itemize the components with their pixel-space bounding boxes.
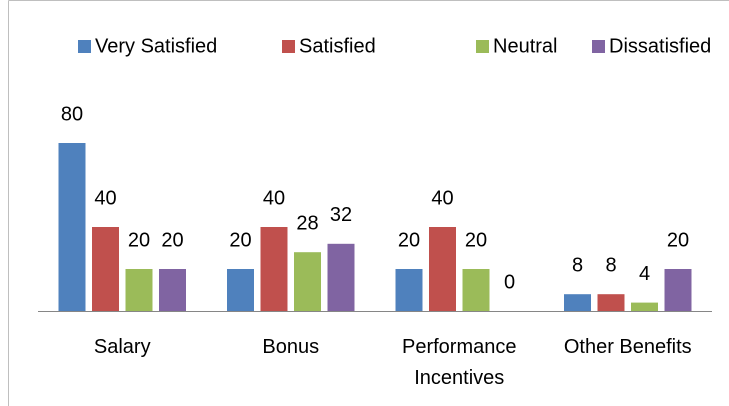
bar [327, 243, 355, 311]
bar [429, 227, 456, 311]
value-label: 20 [667, 229, 689, 251]
x-tick-label: Salary [93, 336, 151, 358]
x-tick-label: Bonus [262, 336, 320, 358]
value-label: 20 [229, 229, 251, 251]
bar [395, 269, 423, 311]
value-label: 0 [504, 271, 515, 293]
bar [294, 252, 321, 311]
bar [462, 269, 490, 311]
legend-label: Satisfied [299, 35, 376, 57]
value-label: 8 [572, 254, 583, 276]
bar [631, 302, 658, 311]
legend-swatch [78, 40, 91, 53]
value-label: 8 [605, 254, 616, 276]
legend-swatch [282, 40, 295, 53]
bar [227, 269, 254, 311]
value-label: 32 [330, 204, 352, 226]
bar [125, 269, 153, 311]
legend-swatch [592, 40, 605, 53]
value-label: 28 [296, 212, 318, 234]
value-label: 40 [263, 187, 285, 209]
bar [597, 294, 625, 311]
legend-label: Very Satisfied [95, 35, 217, 57]
x-tick-label: Performance Incentives [402, 336, 517, 389]
value-label: 20 [398, 229, 420, 251]
bar [564, 294, 591, 311]
legend-label: Dissatisfied [609, 35, 711, 57]
value-label: 40 [431, 187, 453, 209]
value-label: 40 [94, 187, 116, 209]
value-label: 4 [639, 263, 650, 285]
value-label: 80 [61, 103, 83, 125]
bar [92, 227, 119, 311]
bar [58, 143, 86, 311]
x-tick-label: Other Benefits [563, 336, 692, 358]
value-label: 20 [128, 229, 150, 251]
bar [159, 269, 186, 311]
legend-swatch [476, 40, 489, 53]
value-label: 20 [465, 229, 487, 251]
legend-label: Neutral [493, 35, 557, 57]
bar [260, 227, 288, 311]
value-label: 20 [161, 229, 183, 251]
bar [664, 269, 692, 311]
